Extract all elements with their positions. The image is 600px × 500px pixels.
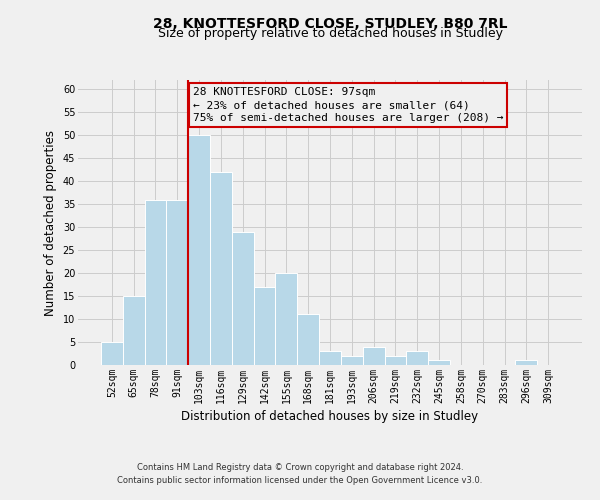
Bar [406,351,428,365]
Bar [101,342,123,365]
Bar [385,356,406,365]
Text: 28 KNOTTESFORD CLOSE: 97sqm
← 23% of detached houses are smaller (64)
75% of sem: 28 KNOTTESFORD CLOSE: 97sqm ← 23% of det… [193,87,503,124]
X-axis label: Distribution of detached houses by size in Studley: Distribution of detached houses by size … [181,410,479,423]
Y-axis label: Number of detached properties: Number of detached properties [44,130,57,316]
Bar [515,360,537,365]
Text: Contains HM Land Registry data © Crown copyright and database right 2024.: Contains HM Land Registry data © Crown c… [137,464,463,472]
Bar [297,314,319,365]
Bar [210,172,232,365]
Text: Contains public sector information licensed under the Open Government Licence v3: Contains public sector information licen… [118,476,482,485]
Bar [319,351,341,365]
Bar [232,232,254,365]
Bar [166,200,188,365]
Bar [275,273,297,365]
Bar [188,135,210,365]
Bar [428,360,450,365]
Bar [363,346,385,365]
Bar [254,287,275,365]
Text: Size of property relative to detached houses in Studley: Size of property relative to detached ho… [157,28,503,40]
Text: 28, KNOTTESFORD CLOSE, STUDLEY, B80 7RL: 28, KNOTTESFORD CLOSE, STUDLEY, B80 7RL [153,18,507,32]
Bar [341,356,363,365]
Bar [145,200,166,365]
Bar [123,296,145,365]
